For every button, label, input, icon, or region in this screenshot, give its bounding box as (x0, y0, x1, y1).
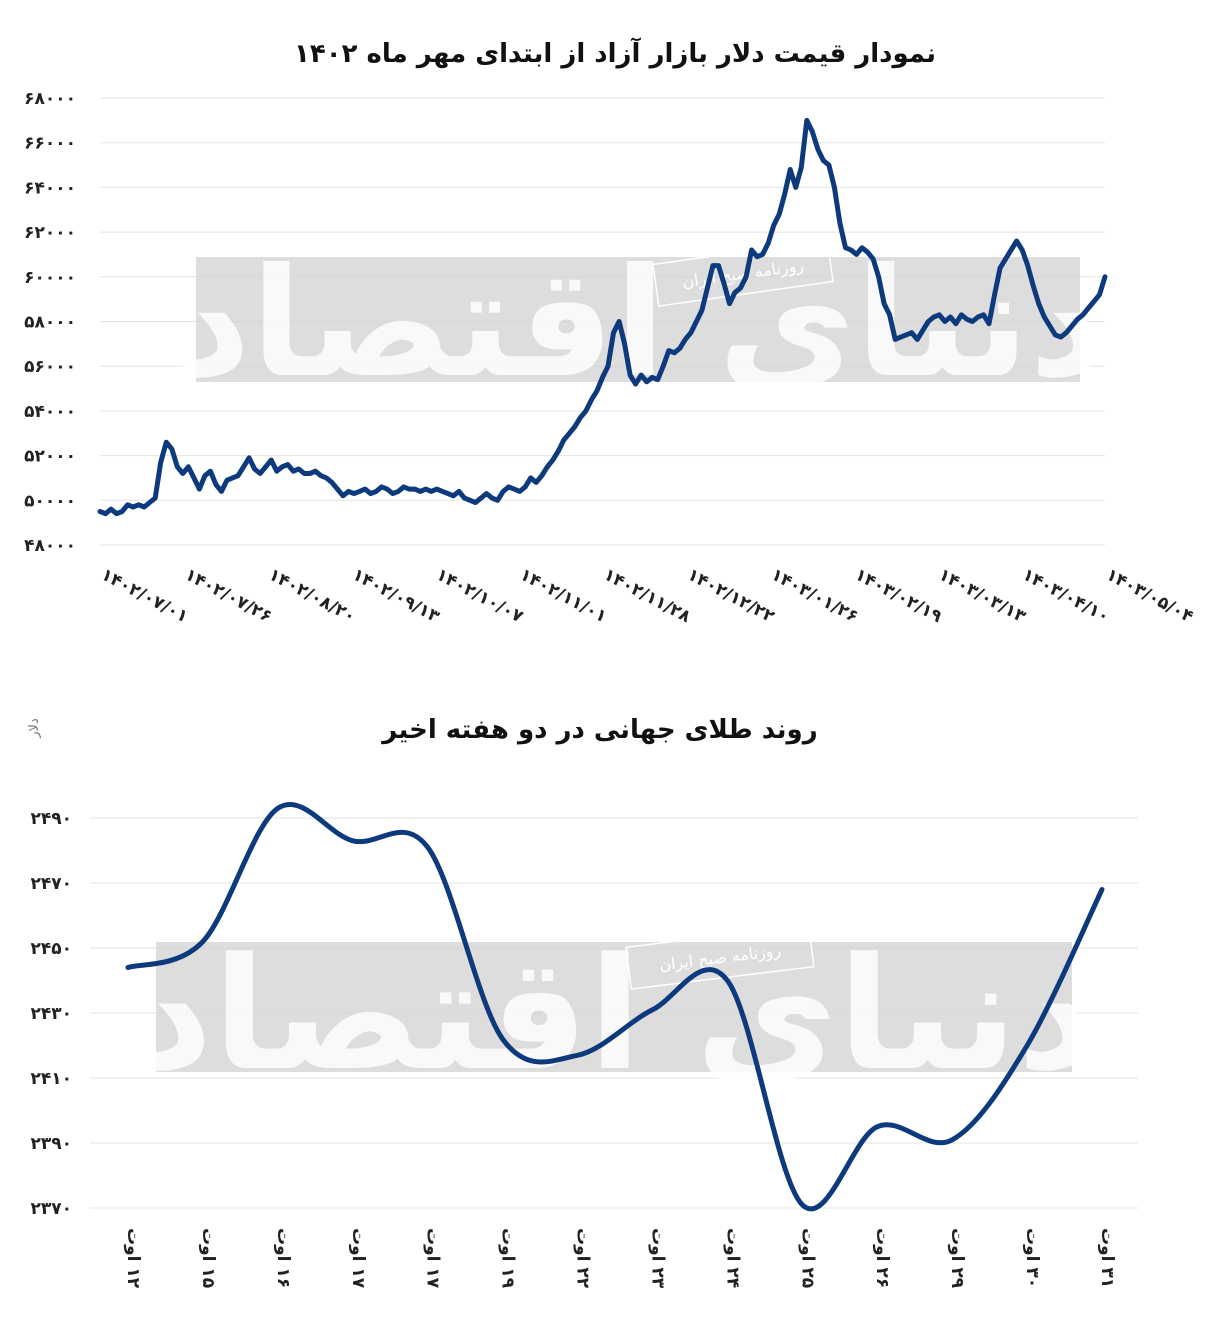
chart1-x-tick-label: ۱۴۰۲/۱۱/۲۸ (600, 565, 694, 628)
chart2-y-tick-label: ۲۴۷۰ (30, 874, 72, 894)
chart2-y-tick-label: ۲۴۵۰ (30, 939, 72, 959)
chart1-x-tick-label: ۱۴۰۲/۰۸/۲۰ (265, 565, 359, 627)
chart1-y-tick-label: ۵۴۰۰۰ (24, 402, 76, 422)
chart2-x-tick-label: ۱۷ اوت (423, 1228, 443, 1289)
chart1-watermark-main: دنیای اقتصاد (174, 237, 1107, 411)
chart2-title: روند طلای جهانی در دو هفته اخیر (380, 715, 817, 745)
chart2-y-axis: ۲۳۷۰ ۲۳۹۰ ۲۴۱۰ ۲۴۳۰ ۲۴۵۰ ۲۴۷۰ ۲۴۹۰ (30, 809, 72, 1219)
chart2-x-tick-label: ۲۲ اوت (573, 1228, 593, 1289)
chart1-x-tick-label: ۱۴۰۲/۰۹/۱۳ (349, 565, 443, 628)
chart1-y-axis: ۴۸۰۰۰ ۵۰۰۰۰ ۵۲۰۰۰ ۵۴۰۰۰ ۵۶۰۰۰ ۵۸۰۰۰ ۶۰۰۰۰ ۶۲۰۰۰… (24, 89, 76, 556)
chart1-y-tick-label: ۶۸۰۰۰ (24, 89, 76, 109)
chart2-watermark-main: دنیای اقتصاد (133, 924, 1097, 1105)
chart2-watermark-band (156, 942, 1072, 1072)
chart1-y-tick-label: ۵۶۰۰۰ (24, 357, 76, 377)
chart1-x-tick-label: ۱۴۰۲/۰۷/۲۶ (181, 565, 275, 627)
chart1-y-tick-label: ۶۲۰۰۰ (24, 223, 76, 243)
chart2-x-tick-label: ۲۴ اوت (722, 1228, 742, 1288)
chart2-x-tick-label: ۲۵ اوت (797, 1228, 817, 1288)
chart2-y-tick-label: ۲۳۷۰ (30, 1199, 72, 1219)
chart1-x-tick-label: ۱۴۰۳/۰۳/۱۳ (935, 565, 1029, 628)
chart1-x-tick-label: ۱۴۰۲/۱۰/۰۷ (433, 565, 527, 628)
chart1-x-tick-label: ۱۴۰۳/۰۴/۱۰ (1019, 565, 1113, 627)
chart2-y-unit-label: دلار (27, 718, 42, 739)
chart1-y-tick-label: ۵۰۰۰۰ (24, 491, 76, 511)
chart2-watermark: دنیای اقتصاد روزنامه صبح ایران (133, 924, 1097, 1105)
chart1-y-tick-label: ۴۸۰۰۰ (24, 536, 76, 556)
chart1-y-tick-label: ۶۶۰۰۰ (24, 134, 76, 154)
chart2-x-tick-label: ۳۰ اوت (1022, 1228, 1042, 1288)
chart2-x-tick-label: ۳۱ اوت (1097, 1228, 1117, 1288)
chart2-y-tick-label: ۲۴۱۰ (30, 1069, 72, 1089)
gold-price-chart: روند طلای جهانی در دو هفته اخیر دلار دنی… (27, 715, 1138, 1289)
chart2-x-tick-label: ۲۳ اوت (647, 1228, 667, 1289)
chart1-y-tick-label: ۶۰۰۰۰ (24, 268, 76, 288)
chart1-series-line (97, 117, 1108, 517)
chart2-x-axis: ۱۲ اوت ۱۵ اوت ۱۶ اوت ۱۷ اوت ۱۷ اوت ۱۹ اوت ۲۲ ا… (123, 1228, 1117, 1289)
chart1-x-tick-label: ۱۴۰۲/۱۲/۲۲ (684, 565, 778, 628)
chart2-series-line (125, 801, 1105, 1212)
chart1-x-axis: ۱۴۰۲/۰۷/۰۱۱۴۰۲/۰۷/۲۶۱۴۰۲/۰۸/۲۰۱۴۰۲/۰۹/۱۳… (98, 565, 1197, 628)
chart1-x-tick-label: ۱۴۰۳/۰۱/۲۶ (768, 565, 862, 627)
chart1-x-tick-label: ۱۴۰۲/۰۷/۰۱ (98, 565, 192, 627)
chart1-y-tick-label: ۵۲۰۰۰ (24, 447, 76, 467)
chart1-y-tick-label: ۶۴۰۰۰ (24, 178, 76, 198)
chart2-x-tick-label: ۱۶ اوت (273, 1228, 293, 1288)
chart2-y-tick-label: ۲۴۳۰ (30, 1004, 72, 1024)
chart1-x-tick-label: ۱۴۰۳/۰۲/۱۹ (851, 565, 945, 628)
chart2-y-tick-label: ۲۳۹۰ (30, 1134, 72, 1154)
chart2-x-tick-label: ۱۲ اوت (123, 1228, 143, 1289)
chart1-watermark: دنیای اقتصاد روزنامه صبح ایران (174, 237, 1107, 411)
chart2-x-tick-label: ۲۹ اوت (947, 1228, 967, 1289)
chart2-x-tick-label: ۱۹ اوت (498, 1228, 518, 1289)
chart2-x-tick-label: ۲۶ اوت (872, 1228, 892, 1288)
chart2-y-tick-label: ۲۴۹۰ (30, 809, 72, 829)
chart2-x-tick-label: ۱۵ اوت (198, 1228, 218, 1288)
chart1-x-tick-label: ۱۴۰۲/۱۱/۰۱ (516, 565, 610, 627)
dollar-price-chart: نمودار قیمت دلار بازار آزاد از ابتدای مه… (24, 37, 1196, 628)
chart1-y-tick-label: ۵۸۰۰۰ (24, 313, 76, 333)
chart2-x-tick-label: ۱۷ اوت (348, 1228, 368, 1289)
chart1-title: نمودار قیمت دلار بازار آزاد از ابتدای مه… (294, 37, 936, 69)
chart1-watermark-sub-box (652, 239, 834, 307)
chart1-x-tick-label: ۱۴۰۳/۰۵/۰۴ (1103, 565, 1197, 627)
